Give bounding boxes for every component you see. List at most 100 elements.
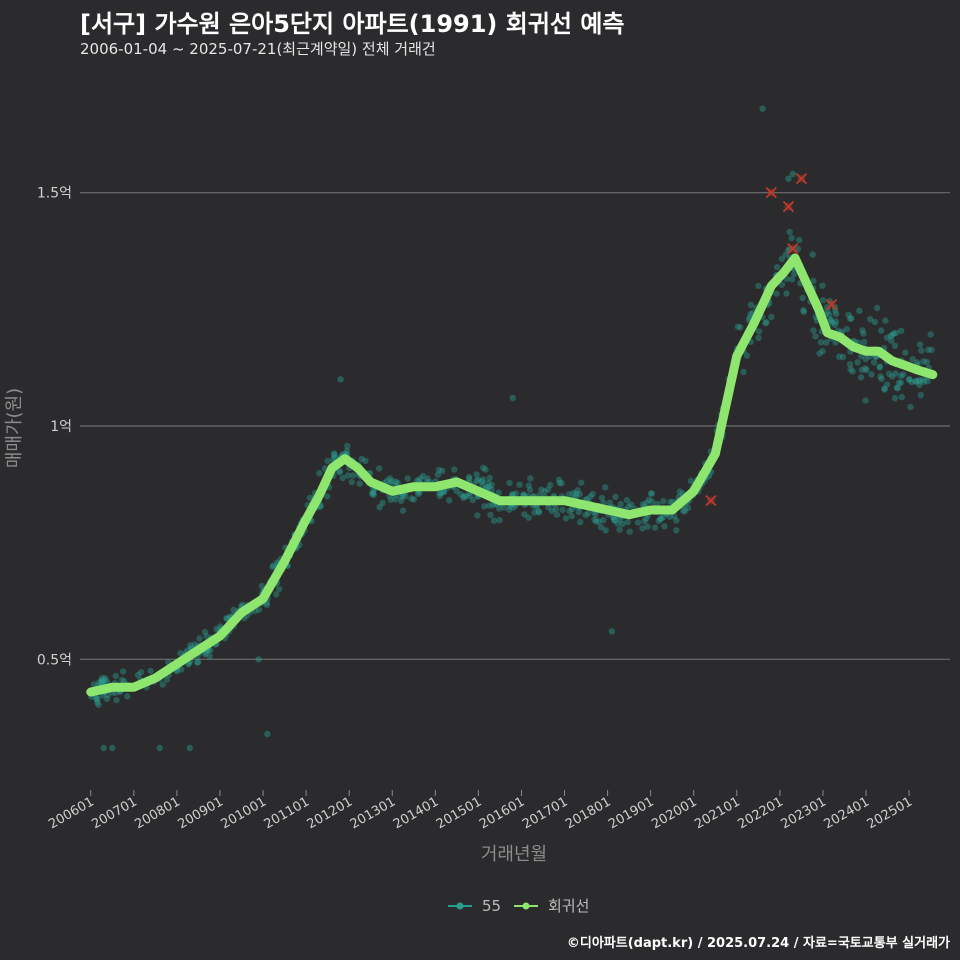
scatter-point — [845, 311, 852, 318]
scatter-point — [619, 520, 626, 528]
x-tick-label: 201201 — [305, 794, 355, 832]
scatter-point — [743, 352, 751, 359]
outlier-markers — [705, 173, 838, 507]
scatter-point — [819, 297, 827, 304]
scatter-point — [99, 678, 106, 685]
scatter-point — [533, 503, 540, 511]
scatter-point — [827, 317, 834, 324]
scatter-point — [538, 486, 545, 493]
scatter-point — [602, 484, 609, 491]
scatter-point — [435, 466, 443, 474]
scatter-point — [847, 315, 854, 322]
scatter-point — [890, 330, 897, 337]
x-tick-label: 201701 — [520, 794, 570, 832]
scatter-point — [547, 481, 554, 489]
scatter-point — [483, 484, 490, 491]
scatter-point — [177, 649, 184, 657]
scatter-point — [856, 307, 863, 314]
scatter-point — [482, 466, 489, 473]
scatter-point — [194, 659, 201, 666]
scatter-point — [800, 308, 808, 315]
scatter-point — [740, 368, 747, 376]
scatter-point — [927, 331, 934, 338]
scatter-point — [147, 667, 154, 675]
scatter-point — [589, 490, 596, 498]
scatter-point — [196, 635, 203, 642]
scatter-point — [887, 332, 895, 340]
scatter-point — [490, 517, 498, 524]
scatter-point — [906, 376, 913, 383]
scatter-point — [634, 519, 642, 526]
scatter-point — [576, 491, 583, 498]
scatter-point — [348, 478, 355, 486]
scatter-point — [124, 693, 131, 700]
scatter-point — [574, 487, 581, 494]
scatter-point — [889, 331, 896, 339]
scatter-point — [488, 481, 495, 489]
scatter-point — [660, 498, 667, 505]
scatter-point — [889, 373, 896, 380]
scatter-point — [558, 480, 565, 487]
scatter-point — [789, 170, 796, 178]
scatter-point — [768, 313, 775, 321]
x-axis-ticks: 2006012007012008012009012010012011012012… — [46, 790, 915, 832]
scatter-point — [883, 334, 891, 341]
scatter-point — [96, 679, 103, 686]
legend: 55 회귀선 — [448, 897, 589, 915]
scatter-point — [788, 276, 796, 283]
scatter-point — [475, 476, 482, 483]
y-tick-label: 1억 — [50, 419, 72, 435]
scatter-point — [451, 466, 458, 473]
scatter-point — [755, 282, 762, 290]
scatter-point — [434, 471, 442, 478]
scatter-point — [178, 666, 185, 673]
scatter-point — [819, 348, 826, 355]
scatter-point — [817, 339, 825, 346]
scatter-point — [392, 478, 399, 485]
scatter-point — [661, 523, 668, 530]
scatter-point — [337, 376, 344, 383]
scatter-point — [480, 464, 487, 471]
scatter-point — [356, 480, 363, 487]
scatter-point — [639, 525, 646, 532]
scatter-point — [324, 457, 331, 465]
scatter-point — [870, 359, 878, 366]
scatter-point — [826, 297, 833, 305]
scatter-point — [336, 468, 344, 475]
scatter-point — [570, 489, 577, 497]
outlier-marker — [795, 173, 808, 185]
scatter-point — [836, 353, 843, 360]
x-tick-label: 202401 — [822, 794, 872, 832]
scatter-point — [113, 696, 120, 704]
scatter-point — [335, 468, 343, 476]
scatter-point — [916, 378, 923, 385]
scatter-point — [368, 490, 376, 497]
scatter-point — [439, 467, 446, 475]
scatter-point — [163, 676, 170, 683]
scatter-point — [555, 476, 563, 483]
scatter-point — [575, 508, 582, 516]
scatter-point — [624, 518, 631, 526]
regression-line-group — [86, 253, 938, 697]
scatter-point — [867, 316, 874, 323]
scatter-point — [611, 516, 618, 524]
scatter-point — [527, 475, 534, 482]
scatter-point — [93, 695, 100, 702]
scatter-point — [525, 482, 532, 489]
scatter-point — [923, 358, 931, 366]
scatter-point — [419, 472, 427, 480]
scatter-point — [258, 582, 265, 590]
scatter-point — [397, 497, 405, 505]
scatter-point — [330, 450, 338, 457]
scatter-point — [331, 453, 339, 461]
scatter-point — [559, 506, 566, 514]
scatter-point — [909, 356, 916, 363]
scatter-point — [473, 471, 480, 478]
scatter-point — [592, 511, 599, 518]
scatter-point — [397, 493, 404, 501]
scatter-point — [100, 744, 107, 752]
gridlines — [80, 192, 950, 660]
scatter-point — [823, 304, 831, 311]
scatter-point — [316, 470, 323, 477]
scatter-point — [577, 518, 584, 526]
